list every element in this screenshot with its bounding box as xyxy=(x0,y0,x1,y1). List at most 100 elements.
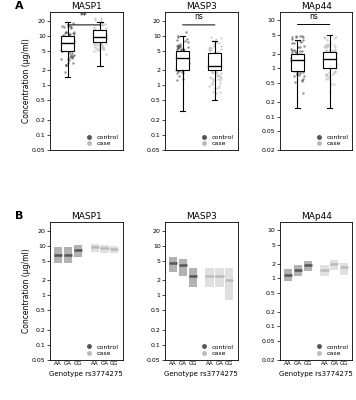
Point xyxy=(63,29,68,36)
Point xyxy=(291,68,297,75)
Point xyxy=(173,67,179,74)
Point xyxy=(292,63,298,70)
Point xyxy=(96,31,102,38)
Point xyxy=(70,59,75,66)
Point xyxy=(96,30,101,37)
Point xyxy=(176,50,182,56)
Point xyxy=(179,67,185,74)
Point xyxy=(176,45,181,52)
Point xyxy=(215,76,221,83)
Point xyxy=(101,21,106,27)
Point xyxy=(331,69,336,76)
Point xyxy=(100,32,106,38)
Point xyxy=(71,38,77,44)
Legend: control, case: control, case xyxy=(312,344,349,357)
Point xyxy=(323,58,329,64)
Point xyxy=(209,68,215,75)
Point xyxy=(180,52,185,58)
Point xyxy=(325,64,331,70)
Point xyxy=(323,46,329,53)
Point xyxy=(177,41,182,47)
Point xyxy=(66,45,72,52)
Point xyxy=(58,47,64,53)
Point xyxy=(177,51,183,57)
Title: MASP3: MASP3 xyxy=(186,212,216,221)
Point xyxy=(98,33,104,40)
Point xyxy=(210,64,216,70)
Point xyxy=(92,36,98,42)
Point xyxy=(99,43,105,49)
Point xyxy=(297,62,302,68)
Point xyxy=(175,67,180,74)
Point xyxy=(97,39,103,45)
Point xyxy=(330,60,336,66)
Point xyxy=(296,52,302,58)
Point xyxy=(321,34,326,40)
Point xyxy=(174,58,180,64)
Point xyxy=(180,46,186,52)
Point xyxy=(178,57,184,64)
Title: MASP1: MASP1 xyxy=(71,2,101,11)
Point xyxy=(59,46,65,52)
Point xyxy=(211,43,217,49)
Point xyxy=(213,85,218,91)
Point xyxy=(66,38,71,45)
Point xyxy=(211,66,216,72)
Bar xyxy=(330,260,339,270)
Point xyxy=(175,67,180,74)
Point xyxy=(295,60,301,66)
Point xyxy=(96,37,101,43)
Point xyxy=(179,68,185,75)
Point xyxy=(67,48,73,54)
Point xyxy=(180,46,185,52)
Point xyxy=(93,38,99,44)
Point xyxy=(182,56,187,62)
Point xyxy=(176,67,182,74)
Point xyxy=(91,27,97,33)
Point xyxy=(329,60,334,66)
Point xyxy=(289,46,295,53)
Point xyxy=(300,37,306,44)
Point xyxy=(71,31,77,38)
Point xyxy=(174,65,179,72)
Point xyxy=(296,51,302,58)
Point xyxy=(103,50,109,57)
Legend: control, case: control, case xyxy=(197,134,234,147)
Bar xyxy=(323,52,336,68)
Point xyxy=(183,28,189,35)
Point xyxy=(296,72,302,78)
Point xyxy=(70,47,76,53)
Point xyxy=(65,46,70,52)
Point xyxy=(91,26,97,32)
Point xyxy=(66,32,71,38)
Point xyxy=(99,15,104,21)
Point xyxy=(62,69,68,76)
Point xyxy=(99,45,105,52)
Point xyxy=(70,53,76,59)
Point xyxy=(185,39,191,46)
Point xyxy=(299,78,305,84)
Point xyxy=(97,40,103,47)
Point xyxy=(211,62,216,68)
Point xyxy=(93,31,99,38)
Point xyxy=(98,32,104,38)
Point xyxy=(212,50,218,56)
Point xyxy=(329,56,334,62)
Point xyxy=(103,40,109,46)
Point xyxy=(69,54,75,60)
Bar xyxy=(205,268,214,286)
Point xyxy=(183,58,189,65)
Point xyxy=(207,58,213,64)
Point xyxy=(333,50,339,57)
Point xyxy=(102,32,108,38)
Point xyxy=(207,74,213,80)
Point xyxy=(290,56,296,62)
Point xyxy=(67,34,73,40)
Point xyxy=(298,51,304,57)
Bar xyxy=(110,246,119,253)
Point xyxy=(297,54,303,60)
Point xyxy=(297,60,303,66)
Point xyxy=(292,48,298,55)
Point xyxy=(102,21,108,28)
Point xyxy=(94,46,100,53)
